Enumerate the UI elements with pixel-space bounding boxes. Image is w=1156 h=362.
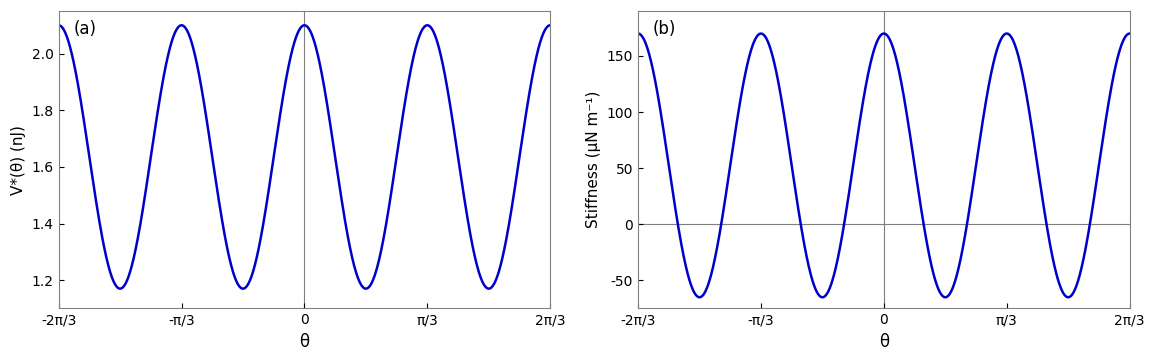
X-axis label: θ: θ: [879, 333, 889, 351]
Text: (a): (a): [73, 20, 96, 38]
X-axis label: θ: θ: [299, 333, 310, 351]
Y-axis label: Stiffness (μN m⁻¹): Stiffness (μN m⁻¹): [586, 91, 601, 228]
Y-axis label: V*(θ) (nJ): V*(θ) (nJ): [12, 125, 27, 195]
Text: (b): (b): [653, 20, 676, 38]
